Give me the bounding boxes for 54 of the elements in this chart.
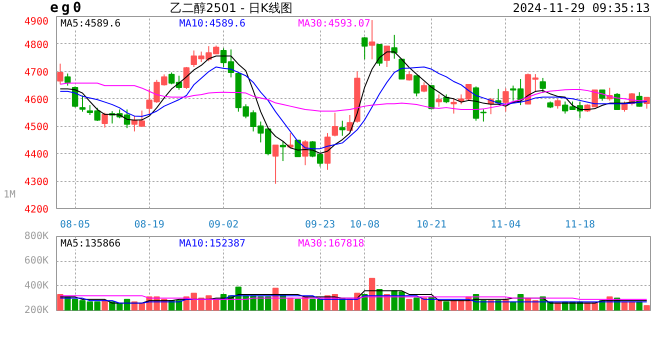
chart-subtitle: 乙二醇2501 - 日K线图 (170, 0, 292, 16)
candlestick (384, 46, 390, 68)
candlestick (495, 88, 502, 104)
candlestick (280, 140, 286, 162)
x-tick-label: 11-18 (564, 220, 596, 230)
y-tick-label: 600K (24, 256, 49, 267)
x-tick-label: 11-04 (490, 220, 521, 230)
y-tick-label: 4500 (24, 122, 49, 134)
y-tick-label: 200K (24, 305, 49, 316)
candlestick (339, 120, 346, 136)
text: MA10:152387 (179, 238, 246, 250)
candlestick (414, 75, 420, 97)
x-tick-label: 09-02 (208, 220, 239, 230)
y-tick-label: 400K (24, 280, 49, 292)
y-tick-label: 800K (24, 231, 49, 242)
candlestick (294, 140, 301, 158)
text: MA10:4589.6 (179, 18, 246, 30)
x-tick-label: 10-21 (416, 220, 447, 230)
candlestick (64, 73, 71, 86)
y-tick-label: 4200 (24, 204, 49, 216)
text: MA5:4589.6 (60, 18, 121, 30)
chart-title: eg0 (50, 0, 86, 16)
candlestick (368, 20, 376, 60)
candlestick (362, 36, 368, 60)
x-tick-label: 09-23 (305, 220, 336, 230)
text: 1M (3, 190, 16, 201)
line-series (60, 295, 648, 304)
candlestick (502, 88, 509, 112)
candlestick (332, 112, 338, 137)
candlestick (346, 114, 353, 132)
y-tick-label: 4600 (24, 94, 49, 106)
candlestick (79, 94, 86, 112)
y-tick-label: 4900 (24, 16, 49, 28)
y-tick-label: 4400 (24, 150, 49, 161)
y-tick-label: 4700 (24, 67, 49, 78)
text: MA30:167818 (298, 238, 364, 250)
x-tick-label: 08-05 (60, 220, 90, 230)
candlestick (272, 144, 279, 184)
candlestick (436, 94, 442, 108)
candlestick (450, 98, 457, 114)
y-tick-label: 4300 (24, 177, 49, 188)
y-tick-label: 4800 (24, 40, 49, 51)
candlestick (57, 63, 64, 85)
text: MA30:4593.07 (298, 18, 370, 30)
text: 2024-11-29 09:35:13 (512, 0, 650, 16)
candlestick (420, 82, 428, 93)
candlestick (398, 58, 405, 80)
candlestick (183, 66, 190, 90)
candlestick (554, 98, 561, 110)
candlestick (540, 77, 546, 94)
x-tick-label: 10-08 (350, 220, 380, 230)
text: MA5:135866 (60, 238, 121, 250)
candlestick (102, 112, 108, 128)
x-tick-label: 08-19 (134, 220, 164, 230)
